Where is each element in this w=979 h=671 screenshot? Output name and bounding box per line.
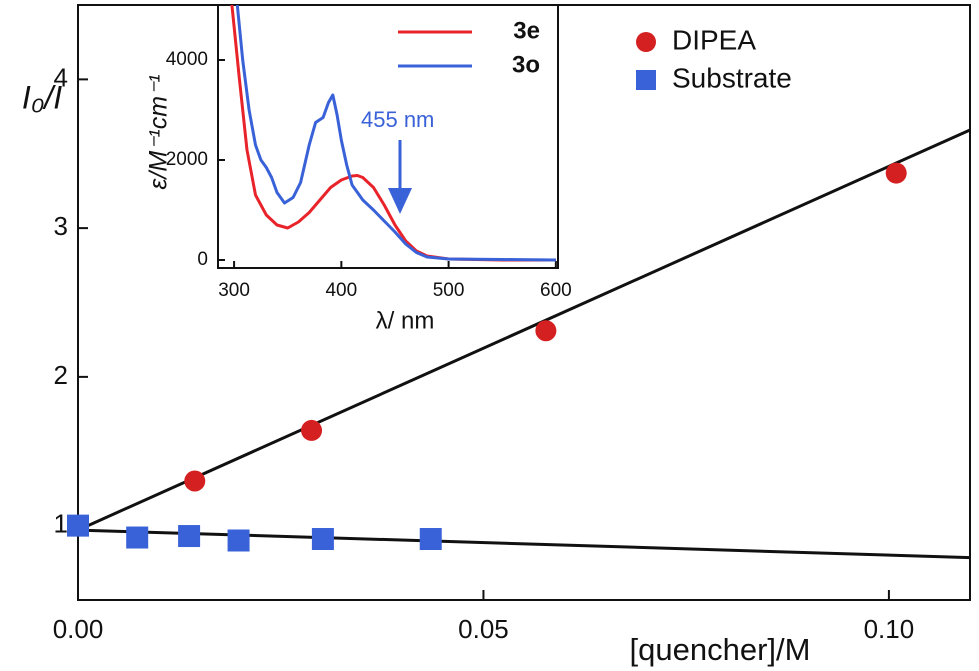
plot-frame <box>217 4 559 269</box>
annotation: 455 nm <box>361 107 434 132</box>
x-axis-label: λ/ nm <box>376 307 435 334</box>
y-tick-label: 2 <box>54 360 68 390</box>
x-tick-label: 500 <box>433 280 465 301</box>
x-tick-label: 0.05 <box>458 614 509 644</box>
legend-label: 3e <box>513 17 540 44</box>
y-tick-label: 4 <box>54 62 68 92</box>
y-tick-label: 4000 <box>166 49 208 70</box>
data-point <box>419 528 442 551</box>
line-group <box>230 5 556 262</box>
y-tick-label: 3 <box>54 211 68 241</box>
x-tick-label: 600 <box>540 280 572 301</box>
y-axis-label: ε/M⁻¹cm⁻¹ <box>145 74 173 189</box>
data-point <box>178 525 201 548</box>
data-point <box>301 419 323 441</box>
inset-plot: 300 400 500 600 0 2000 4000 λ/ nm ε/M⁻¹cm⁻¹ 3e 3o 4… <box>145 4 572 334</box>
fit-line <box>77 528 971 560</box>
y-axis-label: I₀/I <box>22 79 62 115</box>
data-point <box>67 514 89 537</box>
legend-label: DIPEA <box>672 24 756 55</box>
data-point <box>885 162 907 184</box>
data-point <box>311 528 334 551</box>
x-tick-label: 0.00 <box>53 614 104 644</box>
x-tick-label: 0.10 <box>864 614 915 644</box>
fit-line <box>77 128 971 532</box>
legend-marker <box>636 32 656 52</box>
legend-label: 3o <box>512 51 540 78</box>
data-point <box>126 526 149 549</box>
y-tick-label: 2000 <box>166 149 208 170</box>
data-point <box>227 529 250 552</box>
data-point <box>184 470 206 492</box>
x-tick-label: 300 <box>218 280 250 301</box>
spectrum-line <box>235 5 556 262</box>
legend-marker <box>636 70 656 90</box>
x-tick-label: 400 <box>325 280 357 301</box>
y-tick-label: 0 <box>197 249 208 270</box>
arrow-head <box>388 188 412 214</box>
annotation-arrow <box>388 140 412 214</box>
legend-label: Substrate <box>672 62 792 93</box>
data-point <box>535 320 557 342</box>
x-axis-label: [quencher]/M <box>630 632 811 667</box>
y-tick-label: 1 <box>54 509 68 539</box>
